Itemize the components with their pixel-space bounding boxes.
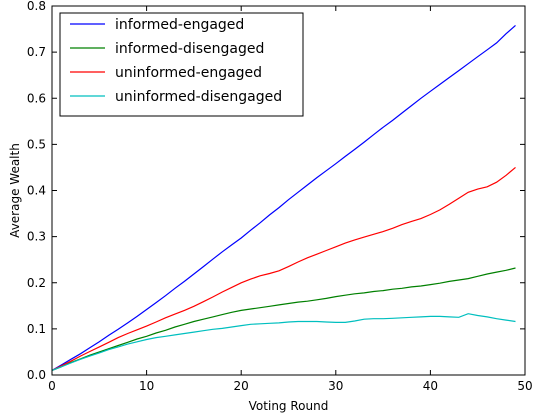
x-axis-title: Voting Round [249, 399, 329, 413]
plot-area [51, 5, 526, 376]
x-tick-label: 10 [139, 379, 154, 393]
y-tick-label: 0.3 [27, 230, 46, 244]
y-tick-label: 0.0 [27, 368, 46, 382]
y-tick-label: 0.7 [27, 45, 46, 59]
legend-label: uninformed-engaged [115, 65, 262, 81]
x-tick-label: 40 [423, 379, 438, 393]
y-tick-label: 0.4 [27, 184, 46, 198]
series-layer [51, 24, 516, 371]
x-tick-label: 30 [328, 379, 343, 393]
x-tick-label: 20 [234, 379, 249, 393]
legend-label: informed-disengaged [115, 41, 264, 57]
y-tick-label: 0.5 [27, 137, 46, 151]
x-tick-label: 0 [48, 379, 56, 393]
x-tick-label: 50 [517, 379, 532, 393]
series-line-uninformed-engaged [51, 166, 516, 371]
legend-label: informed-engaged [115, 17, 244, 33]
series-line-informed-engaged [51, 24, 516, 371]
tick-labels-layer: 0 10 20 30 40 50 0.0 0.1 0.2 0.3 0.4 0.5 0.6 0.7 0.8 [27, 0, 533, 393]
series-line-informed-disengaged [51, 267, 516, 371]
y-axis-title: Average Wealth [8, 143, 22, 238]
y-tick-label: 0.8 [27, 0, 46, 13]
series-line-uninformed-disengaged [51, 313, 516, 371]
ticks-layer [51, 5, 526, 376]
y-tick-label: 0.1 [27, 322, 46, 336]
y-tick-label: 0.6 [27, 91, 46, 105]
legend: informed-engaged informed-disengaged uninf… [59, 12, 304, 117]
legend-box [59, 12, 304, 117]
y-tick-label: 0.2 [27, 276, 46, 290]
legend-label: uninformed-disengaged [115, 89, 282, 105]
